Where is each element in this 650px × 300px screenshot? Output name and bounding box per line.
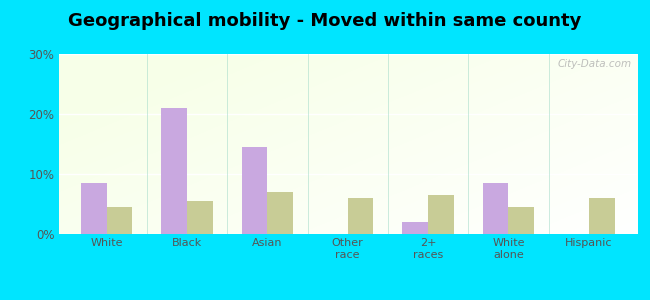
Bar (242, 147, 267, 234)
Bar (107, 207, 133, 234)
Text: Geographical mobility - Moved within same county: Geographical mobility - Moved within sam… (68, 12, 582, 30)
Bar (187, 201, 213, 234)
Bar (428, 195, 454, 234)
Bar (483, 183, 508, 234)
Bar (402, 222, 428, 234)
Bar (161, 108, 187, 234)
Text: City-Data.com: City-Data.com (557, 59, 631, 69)
Bar (348, 198, 374, 234)
Bar (589, 198, 614, 234)
Bar (267, 192, 293, 234)
Bar (81, 183, 107, 234)
Bar (508, 207, 534, 234)
